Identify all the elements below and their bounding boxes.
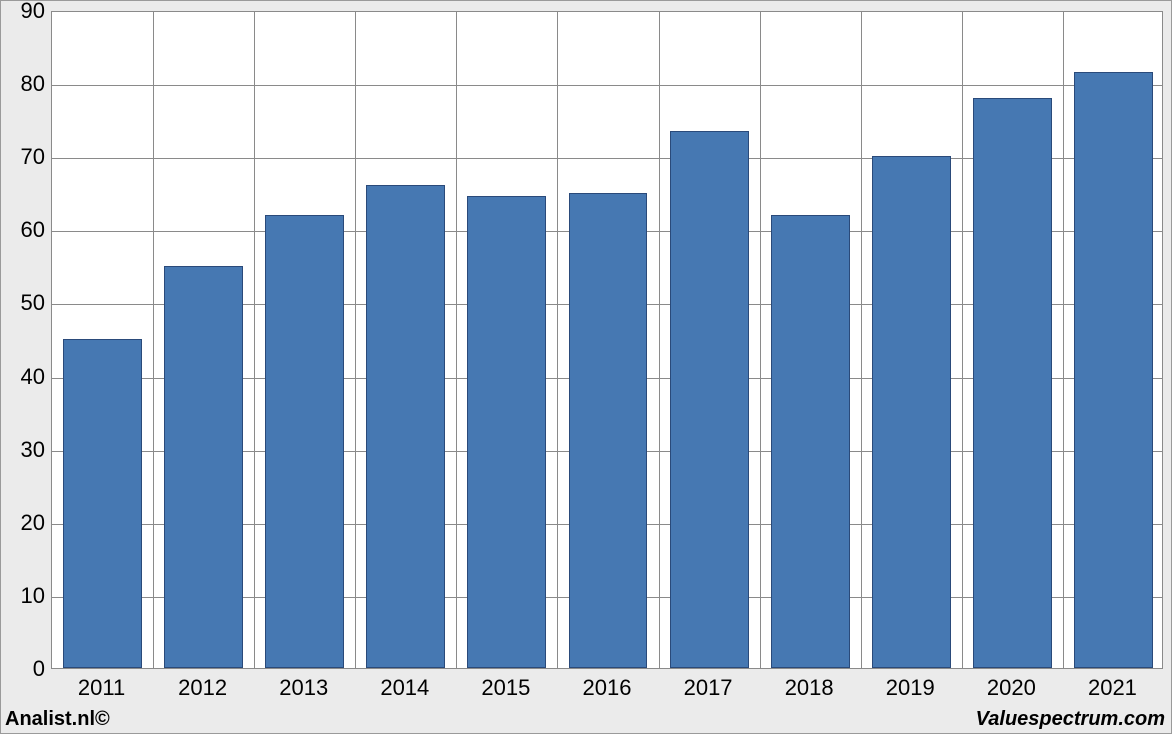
gridline-vertical — [557, 12, 558, 668]
bar-2012 — [164, 266, 243, 668]
x-tick-label: 2015 — [481, 675, 530, 701]
y-tick-label: 10 — [11, 583, 45, 609]
footer-right-text: Valuespectrum.com — [976, 708, 1165, 731]
x-tick-label: 2016 — [583, 675, 632, 701]
bar-2019 — [872, 156, 951, 668]
bar-2016 — [569, 193, 648, 668]
x-tick-label: 2019 — [886, 675, 935, 701]
x-tick-label: 2014 — [380, 675, 429, 701]
y-tick-label: 30 — [11, 437, 45, 463]
bar-2011 — [63, 339, 142, 668]
y-tick-label: 70 — [11, 144, 45, 170]
x-tick-label: 2013 — [279, 675, 328, 701]
y-tick-label: 80 — [11, 71, 45, 97]
gridline-vertical — [962, 12, 963, 668]
bar-2018 — [771, 215, 850, 668]
x-tick-label: 2017 — [684, 675, 733, 701]
y-tick-label: 90 — [11, 0, 45, 24]
y-tick-label: 0 — [11, 656, 45, 682]
bar-2015 — [467, 196, 546, 668]
gridline-vertical — [254, 12, 255, 668]
gridline-vertical — [861, 12, 862, 668]
x-tick-label: 2012 — [178, 675, 227, 701]
gridline-horizontal — [52, 85, 1162, 86]
gridline-vertical — [153, 12, 154, 668]
gridline-vertical — [355, 12, 356, 668]
y-tick-label: 50 — [11, 290, 45, 316]
gridline-vertical — [456, 12, 457, 668]
bar-2021 — [1074, 72, 1153, 668]
chart-frame: 0 10 20 30 40 50 60 70 80 90 2011 2012 2013 2014 2015… — [0, 0, 1172, 734]
y-tick-label: 40 — [11, 364, 45, 390]
y-tick-label: 60 — [11, 217, 45, 243]
x-tick-label: 2021 — [1088, 675, 1137, 701]
plot-area — [51, 11, 1163, 669]
gridline-vertical — [1063, 12, 1064, 668]
footer-left-text: Analist.nl© — [5, 708, 110, 731]
gridline-vertical — [760, 12, 761, 668]
gridline-vertical — [659, 12, 660, 668]
x-tick-label: 2011 — [78, 675, 125, 701]
bar-2017 — [670, 131, 749, 668]
bar-2020 — [973, 98, 1052, 668]
x-tick-label: 2020 — [987, 675, 1036, 701]
bar-2014 — [366, 185, 445, 668]
bar-2013 — [265, 215, 344, 668]
y-tick-label: 20 — [11, 510, 45, 536]
x-tick-label: 2018 — [785, 675, 834, 701]
